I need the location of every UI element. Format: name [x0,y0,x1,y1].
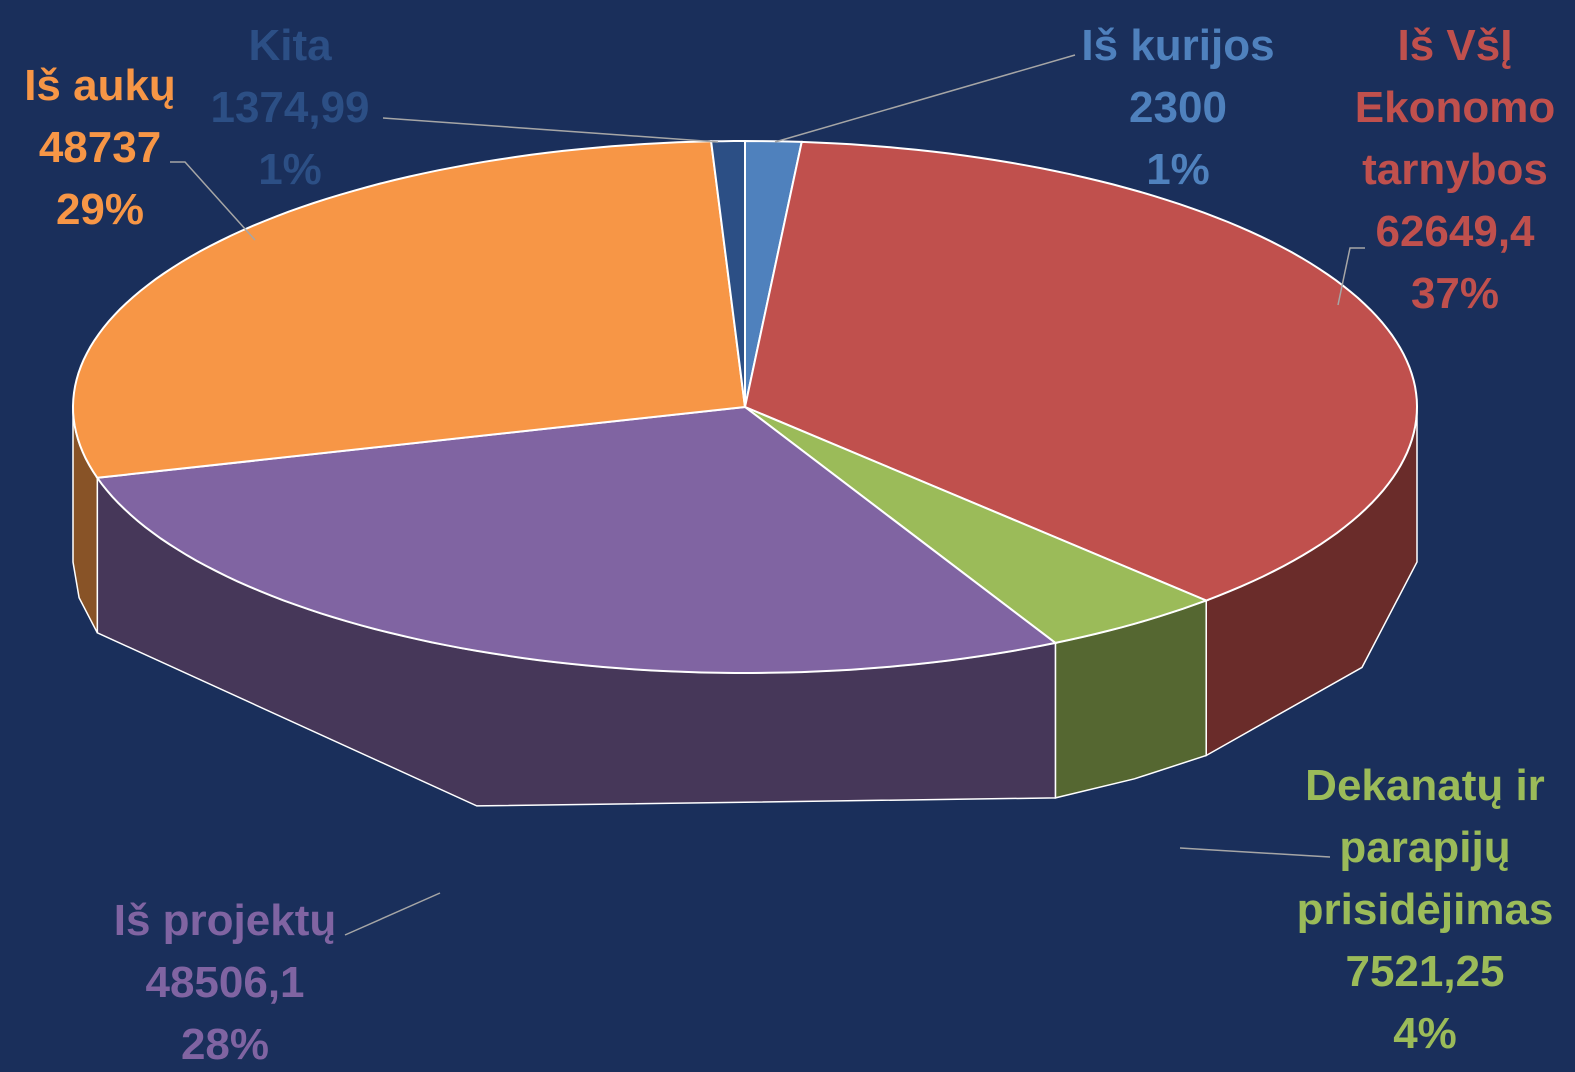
percent-label: 1% [1146,145,1210,194]
leader-line [1179,847,1331,858]
leader-line [774,54,1076,143]
slice [71,140,747,479]
percent-label: 4% [1393,1009,1457,1058]
data-label: Dekanatų ir parapijų prisidėjimas 7521,25… [1280,755,1570,1065]
category-label: Iš projektų [113,896,337,945]
category-label: Iš VšĮ Ekonomo tarnybos [1354,21,1556,194]
value-label: 7521,25 [1345,947,1505,996]
leader-line [170,161,256,241]
percent-label: 37% [1410,269,1500,318]
data-label: Iš projektų 48506,1 28% [75,890,375,1072]
data-label: Iš kurijos 2300 1% [1028,15,1328,201]
slice [709,140,746,408]
category-label: Kita [248,21,332,70]
data-label: Iš aukų 48737 29% [0,55,200,241]
category-label: Iš kurijos [1081,21,1275,70]
data-label: Iš VšĮ Ekonomo tarnybos 62649,4 37% [1340,15,1570,325]
percent-label: 29% [55,185,145,234]
category-label: Dekanatų ir parapijų prisidėjimas [1296,761,1554,934]
percent-label: 1% [258,145,322,194]
value-label: 1374,99 [210,83,370,132]
value-label: 2300 [1129,83,1227,132]
leader-line [382,117,719,143]
value-label: 62649,4 [1375,207,1535,256]
leader-line [344,892,441,936]
slice [95,405,1058,674]
data-label: Kita 1374,99 1% [170,15,410,201]
category-label: Iš aukų [24,61,176,110]
value-label: 48737 [38,123,162,172]
percent-label: 28% [180,1020,270,1069]
leader-line [1337,247,1365,306]
slice [744,406,1209,644]
value-label: 48506,1 [145,958,305,1007]
slice [743,140,1419,602]
